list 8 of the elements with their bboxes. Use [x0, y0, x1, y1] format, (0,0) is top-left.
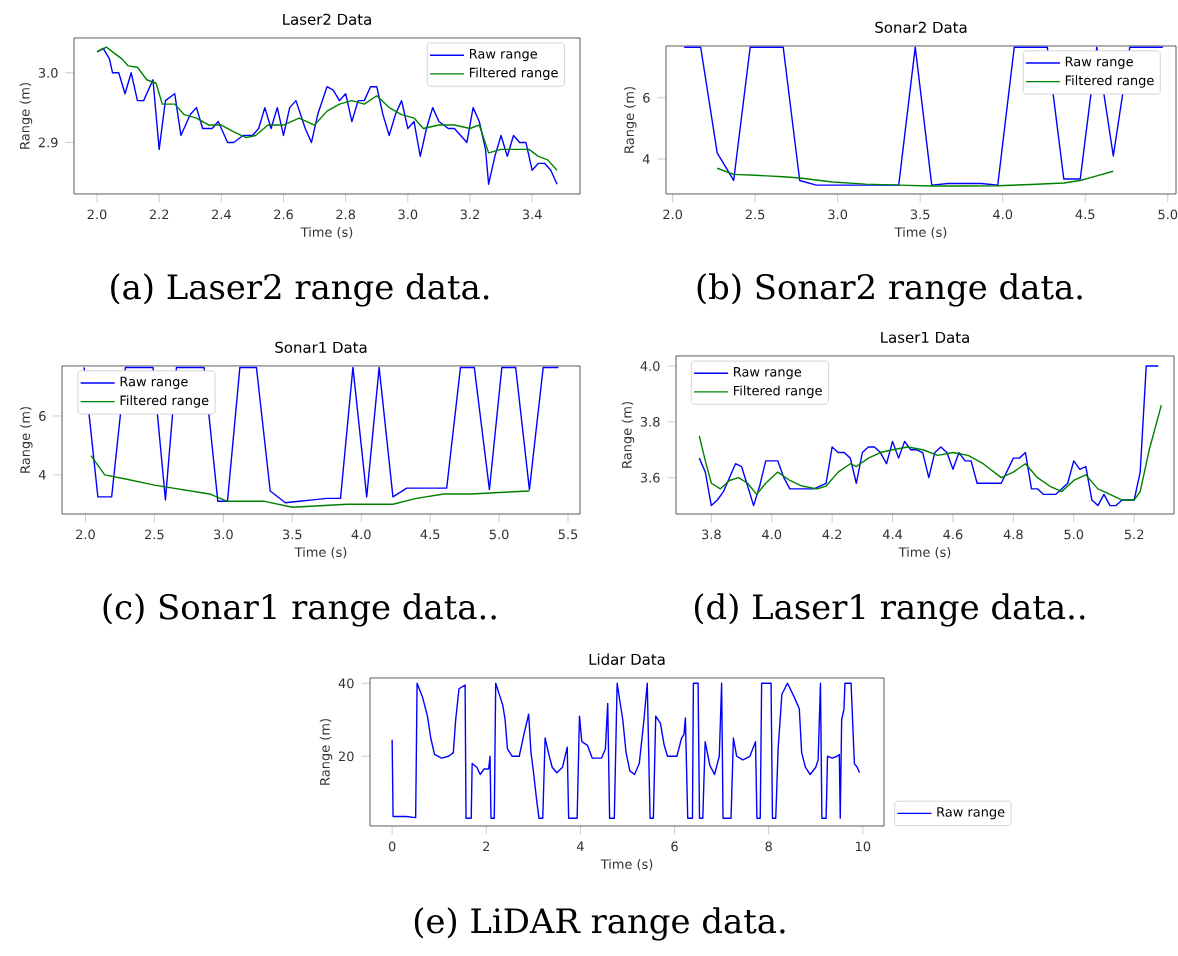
text: (b) Sonar2 range data. [697, 273, 1082, 307]
text: (e) LiDAR range data. [414, 907, 785, 941]
line-series [716, 167, 1114, 187]
text: (a) Laser2 range data. [111, 273, 489, 307]
text: (c) Sonar1 range data.. [103, 593, 496, 627]
line-series [391, 682, 861, 819]
text: (d) Laser1 range data.. [694, 593, 1085, 627]
line-series [698, 404, 1163, 501]
